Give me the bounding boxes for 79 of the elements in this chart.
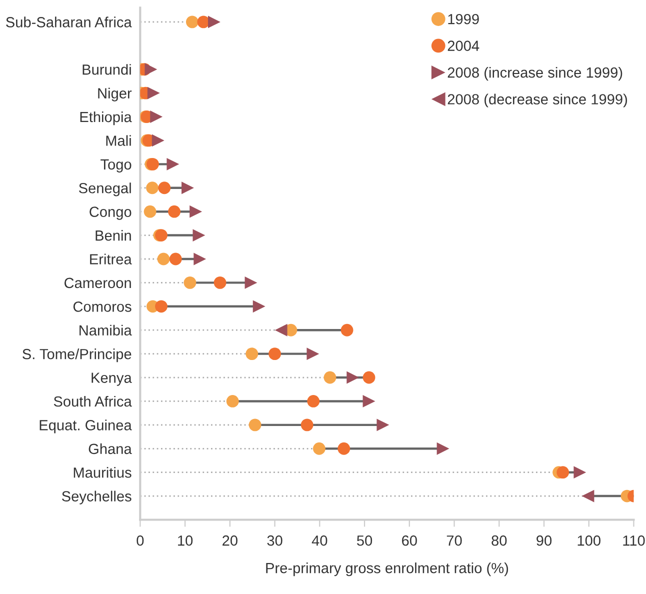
x-tick-label: 100 [578, 535, 600, 546]
point [186, 16, 198, 28]
point [190, 205, 202, 218]
point [574, 466, 586, 479]
point [144, 63, 158, 76]
point [274, 324, 288, 336]
point [248, 418, 262, 432]
x-tick-label: 60 [402, 535, 417, 546]
legend-label: 2004 [448, 40, 480, 51]
y-tick-label: Comoros [73, 302, 132, 312]
y-tick-label: Sub-Saharan Africa [6, 16, 132, 28]
y-tick-label: South Africa [54, 396, 132, 407]
point [144, 205, 156, 218]
point [146, 182, 159, 194]
point [152, 134, 164, 147]
y-tick-label: Mauritius [74, 467, 132, 478]
point [436, 442, 450, 455]
point [312, 442, 326, 455]
y-tick-label: Senegal [78, 182, 131, 196]
point [338, 442, 350, 455]
point [150, 110, 163, 123]
point [168, 205, 180, 218]
point [157, 252, 170, 266]
point [306, 348, 320, 360]
point [362, 395, 376, 408]
point [166, 158, 180, 170]
y-tick-label: Eritrea [90, 254, 132, 264]
point [192, 229, 206, 242]
point [307, 395, 320, 408]
y-tick-label: Seychelles [62, 490, 132, 504]
point [300, 418, 314, 432]
point [158, 182, 171, 194]
point [556, 466, 570, 479]
y-tick-label: Burundi [82, 64, 131, 75]
point [268, 348, 281, 360]
point [362, 371, 376, 384]
x-tick-label: 50 [356, 535, 372, 546]
y-tick-label: Kenya [92, 372, 132, 386]
point [147, 86, 160, 100]
x-tick-label: 40 [312, 535, 328, 546]
x-tick-label: 20 [222, 535, 238, 546]
x-tick-label: 110 [623, 535, 645, 546]
x-tick-label: 10 [178, 535, 193, 546]
y-tick-label: Benin [96, 230, 131, 241]
y-tick-label: Equat. Guinea [40, 420, 132, 434]
x-tick-label: 70 [446, 535, 462, 546]
y-tick-label: Namibia [80, 324, 132, 336]
legend-label: 2008 (decrease since 1999) [448, 94, 628, 108]
point [182, 182, 194, 194]
point [582, 490, 594, 502]
x-tick-label: 90 [536, 535, 552, 546]
point [376, 418, 390, 432]
x-axis-title: Pre-primary gross enrolment ratio (%) [266, 562, 508, 576]
y-tick-label: Togo [100, 159, 132, 172]
point [346, 371, 360, 384]
point [324, 371, 336, 384]
point [252, 300, 266, 313]
legend-label: 1999 [448, 14, 479, 24]
y-tick-label: Cameroon [64, 278, 131, 288]
point [208, 16, 220, 28]
y-tick-label: Mali [106, 135, 131, 146]
point [340, 324, 354, 336]
y-tick-label: Ghana [88, 443, 132, 454]
point [244, 276, 258, 289]
point [169, 252, 182, 266]
legend-label: 2008 (increase since 1999) [448, 66, 622, 81]
point [194, 252, 206, 266]
x-tick-label: 30 [267, 535, 282, 546]
y-tick-label: Ethiopia [80, 111, 132, 126]
point [246, 348, 258, 360]
point [214, 276, 226, 289]
point [226, 395, 239, 408]
x-tick-label: 80 [492, 535, 507, 546]
y-tick-label: Congo [90, 206, 132, 220]
y-tick-label: Niger [98, 88, 132, 102]
y-tick-label: S. Tome/Principe [22, 348, 132, 362]
x-tick-label: 0 [136, 535, 144, 546]
point [184, 276, 196, 289]
point [155, 300, 168, 313]
